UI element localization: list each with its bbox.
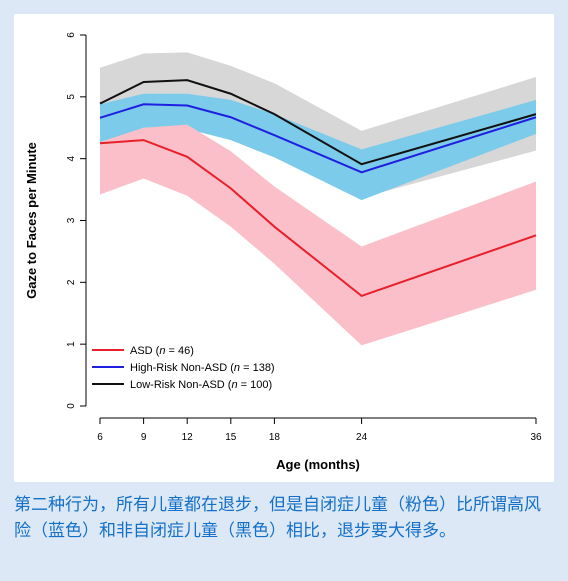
- chart-frame: 0 1 2 3 4 5 6 6 9 12 15 18 24 36 Age (months) Gaze to F…: [14, 14, 554, 482]
- caption-text: 第二种行为，所有儿童都在退步，但是自闭症儿童（粉色）比所谓高风险（蓝色）和非自闭…: [14, 495, 541, 541]
- x-tick-label: 9: [141, 432, 147, 443]
- x-tick-label: 24: [356, 432, 368, 443]
- line-low-risk-non-asd: [99, 79, 537, 166]
- band-asd: [100, 124, 536, 346]
- legend-label: ASD (n = 46): [130, 345, 194, 357]
- legend-label: Low-Risk Non-ASD (n = 100): [130, 379, 272, 391]
- legend: ASD (n = 46) High-Risk Non-ASD (n = 138) L…: [92, 345, 275, 391]
- y-tick-label: 4: [66, 155, 77, 161]
- y-tick-label: 0: [66, 403, 77, 409]
- confidence-bands: [100, 52, 536, 346]
- y-tick-label: 5: [66, 94, 77, 100]
- line-high-risk-non-asd: [99, 103, 537, 174]
- band-high-risk-non-asd: [100, 93, 536, 201]
- x-axis-label: Age (months): [276, 457, 360, 472]
- y-tick-label: 2: [66, 279, 77, 285]
- legend-label: High-Risk Non-ASD (n = 138): [130, 362, 275, 374]
- x-tick-label: 15: [225, 432, 237, 443]
- x-tick-label: 6: [97, 432, 103, 443]
- line-asd: [99, 139, 537, 298]
- x-tick-label: 36: [530, 432, 542, 443]
- y-axis-label: Gaze to Faces per Minute: [24, 142, 39, 299]
- x-tick-label: 18: [269, 432, 281, 443]
- y-tick-label: 6: [66, 32, 77, 38]
- x-tick-label: 12: [182, 432, 194, 443]
- y-tick-label: 3: [66, 217, 77, 223]
- y-tick-label: 1: [66, 341, 77, 347]
- series-lines: [99, 79, 537, 298]
